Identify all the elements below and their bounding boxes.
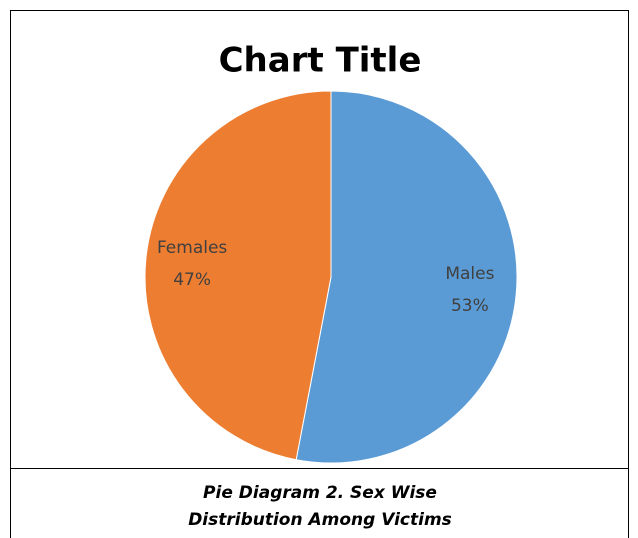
slice-value-label: 47% — [173, 270, 211, 290]
pie — [144, 90, 518, 464]
slice-category-label: Males — [445, 264, 494, 284]
caption-line: Pie Diagram 2. Sex Wise — [203, 483, 437, 503]
slice-value-label: 53% — [451, 296, 489, 316]
slice-category-label: Females — [157, 238, 227, 258]
chart-title: Chart Title — [219, 41, 422, 81]
caption-line: Distribution Among Victims — [188, 510, 452, 530]
pie-slice — [144, 90, 332, 461]
pie-slice — [295, 90, 518, 464]
